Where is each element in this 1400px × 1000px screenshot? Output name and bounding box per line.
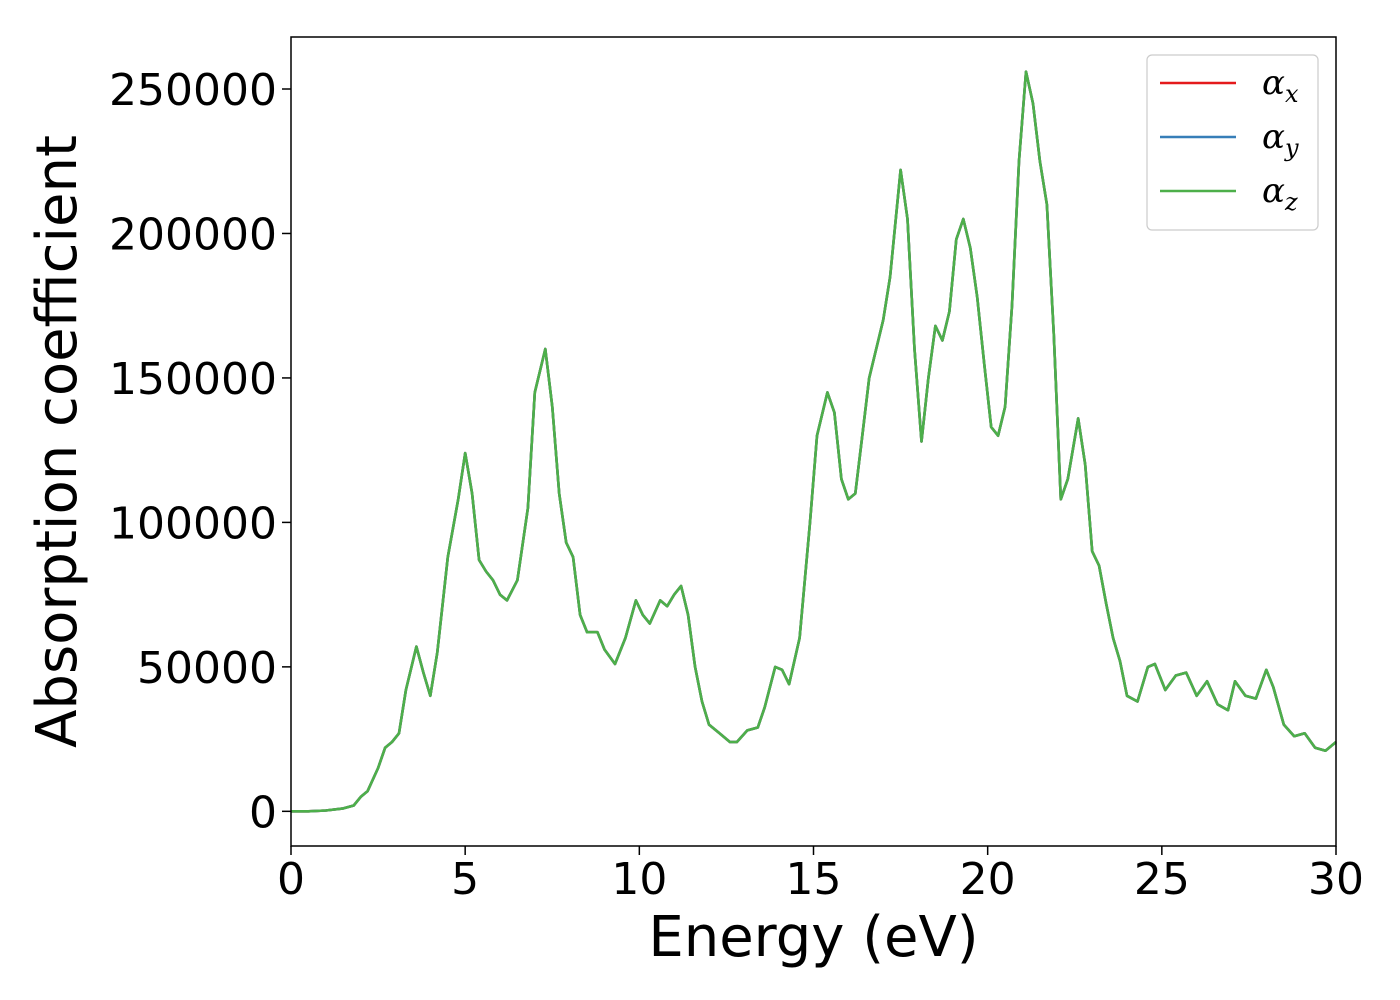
y-tick-label: 250000 [109,65,277,116]
y-tick-label: 200000 [109,209,277,260]
legend-label-z: αz [1262,171,1298,216]
x-tick-label: 10 [611,854,667,905]
y-tick-label: 0 [249,787,277,838]
y-tick-label: 50000 [137,643,277,694]
x-tick-label: 15 [786,854,842,905]
x-tick-label: 5 [451,854,479,905]
y-axis-label: Absorption coefficient [25,135,90,748]
legend-label-y: αy [1262,117,1299,162]
x-axis: 0 5 10 15 20 25 30 [277,846,1364,905]
x-tick-label: 30 [1308,854,1364,905]
legend-box [1146,54,1319,231]
legend: αx αy αz [1146,54,1319,231]
x-tick-label: 0 [277,854,305,905]
y-tick-label: 100000 [109,498,277,549]
x-tick-label: 25 [1134,854,1190,905]
series-layer [291,70,1337,813]
y-axis: 0 50000 100000 150000 200000 250000 [109,65,291,838]
series-line-z [291,70,1337,813]
x-axis-label: Energy (eV) [648,905,978,970]
x-tick-label: 20 [960,854,1016,905]
legend-label-x: αx [1262,63,1299,108]
y-tick-label: 150000 [109,354,277,405]
